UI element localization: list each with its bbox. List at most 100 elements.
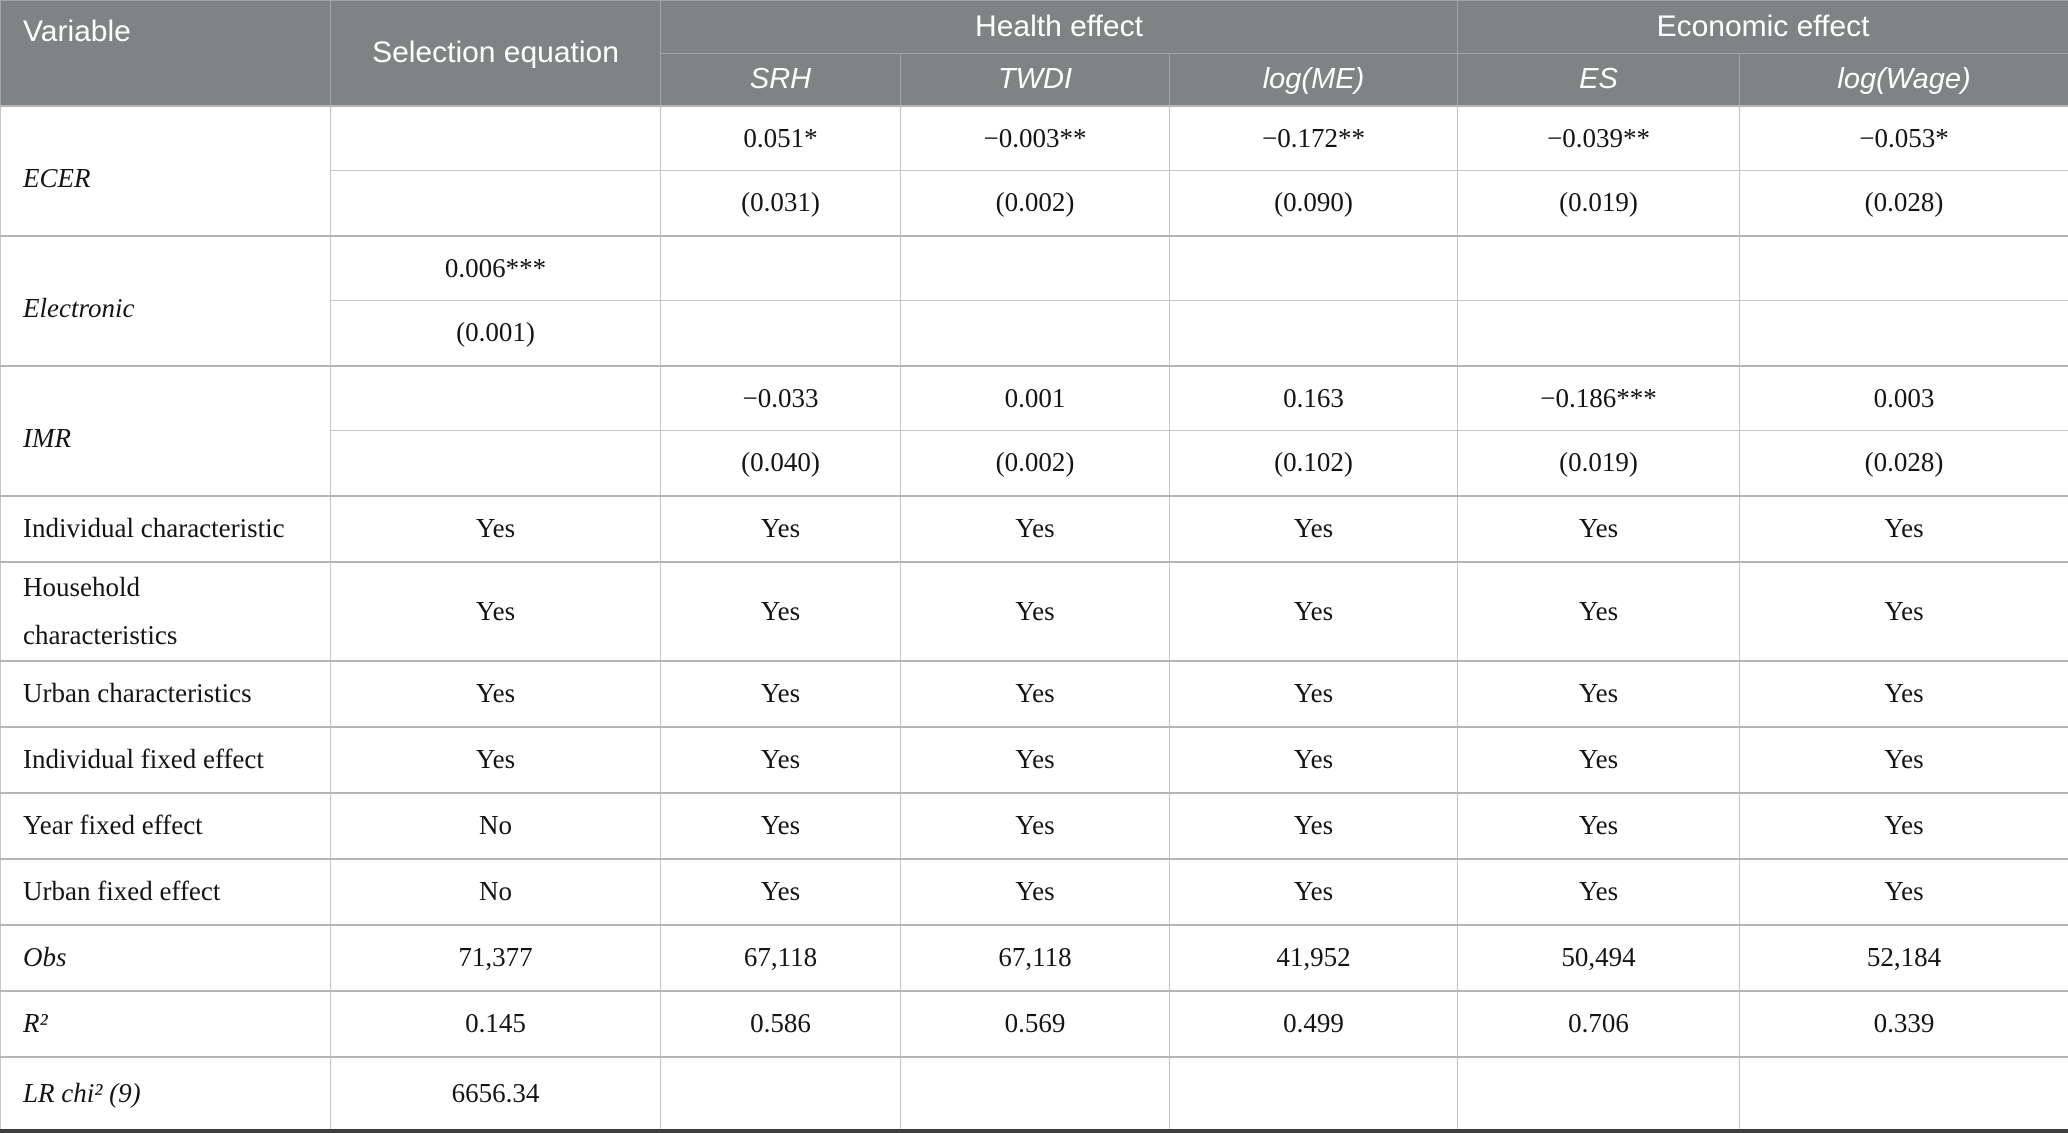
table-cell-se: (0.040)	[661, 431, 901, 496]
row-label-lr-chi2: LR chi² (9)	[1, 1057, 331, 1131]
row-electronic-coef: Electronic 0.006***	[1, 236, 2068, 301]
table-cell	[1458, 1057, 1740, 1131]
row-household-characteristics: Household characteristics Yes Yes Yes Ye…	[1, 562, 2068, 661]
row-label-ecer: ECER	[1, 106, 331, 236]
table-cell: 0.003	[1740, 366, 2068, 431]
column-header-variable: Variable	[1, 1, 331, 106]
table-cell: 50,494	[1458, 925, 1740, 991]
table-cell-se	[1740, 301, 2068, 366]
table-cell	[901, 236, 1170, 301]
table-cell	[1170, 236, 1458, 301]
table-cell: 0.569	[901, 991, 1170, 1057]
column-group-economic-effect: Economic effect	[1458, 1, 2068, 54]
table-header: Variable Selection equation Health effec…	[1, 1, 2068, 106]
table-cell-se: (0.019)	[1458, 431, 1740, 496]
table-cell-se	[1170, 301, 1458, 366]
table-cell: Yes	[661, 661, 901, 727]
row-lr-chi2: LR chi² (9) 6656.34	[1, 1057, 2068, 1131]
table-cell: 52,184	[1740, 925, 2068, 991]
table-cell: 0.006***	[331, 236, 661, 301]
table-cell: Yes	[661, 562, 901, 661]
table-cell: Yes	[1740, 562, 2068, 661]
table-cell-se: (0.031)	[661, 171, 901, 236]
table-cell: Yes	[901, 727, 1170, 793]
table-cell: 71,377	[331, 925, 661, 991]
column-header-srh: SRH	[661, 54, 901, 106]
table-cell-se: (0.028)	[1740, 171, 2068, 236]
table-cell: 0.339	[1740, 991, 2068, 1057]
table-cell: Yes	[661, 496, 901, 562]
table-cell-se: (0.002)	[901, 431, 1170, 496]
table-cell-se: (0.002)	[901, 171, 1170, 236]
row-label-year-fixed-effect: Year fixed effect	[1, 793, 331, 859]
table-cell	[661, 1057, 901, 1131]
table-cell: 0.163	[1170, 366, 1458, 431]
table-cell	[1170, 1057, 1458, 1131]
table-cell: Yes	[1170, 793, 1458, 859]
table-cell: 41,952	[1170, 925, 1458, 991]
table-cell: Yes	[901, 562, 1170, 661]
column-header-log-wage: log(Wage)	[1740, 54, 2068, 106]
table-cell: Yes	[1458, 859, 1740, 925]
table-cell: Yes	[901, 793, 1170, 859]
row-label-r-squared: R²	[1, 991, 331, 1057]
table-cell	[331, 106, 661, 171]
table-cell: Yes	[1170, 562, 1458, 661]
table-cell	[661, 236, 901, 301]
table-cell: 0.051*	[661, 106, 901, 171]
table-cell: No	[331, 793, 661, 859]
table-cell: Yes	[331, 727, 661, 793]
row-label-household-characteristics: Household characteristics	[1, 562, 331, 661]
table-cell-se: (0.028)	[1740, 431, 2068, 496]
row-label-urban-characteristics: Urban characteristics	[1, 661, 331, 727]
table-cell: Yes	[331, 496, 661, 562]
table-cell: −0.186***	[1458, 366, 1740, 431]
table-cell-se	[901, 301, 1170, 366]
row-label-urban-fixed-effect: Urban fixed effect	[1, 859, 331, 925]
table-cell: 0.001	[901, 366, 1170, 431]
table-cell-se: (0.019)	[1458, 171, 1740, 236]
table-cell: Yes	[1170, 859, 1458, 925]
row-urban-characteristics: Urban characteristics Yes Yes Yes Yes Ye…	[1, 661, 2068, 727]
table-cell: Yes	[1170, 727, 1458, 793]
row-individual-characteristic: Individual characteristic Yes Yes Yes Ye…	[1, 496, 2068, 562]
table-cell	[331, 366, 661, 431]
row-label-imr: IMR	[1, 366, 331, 496]
row-label-individual-fixed-effect: Individual fixed effect	[1, 727, 331, 793]
column-header-selection-equation: Selection equation	[331, 1, 661, 106]
table-cell-se	[661, 301, 901, 366]
table-cell: Yes	[331, 661, 661, 727]
row-label-obs: Obs	[1, 925, 331, 991]
table-cell: −0.039**	[1458, 106, 1740, 171]
table-cell: Yes	[901, 859, 1170, 925]
column-group-health-effect: Health effect	[661, 1, 1458, 54]
table-cell-se: (0.001)	[331, 301, 661, 366]
header-group-row: Variable Selection equation Health effec…	[1, 1, 2068, 54]
table-cell: Yes	[901, 496, 1170, 562]
table-cell: Yes	[661, 859, 901, 925]
row-ecer-coef: ECER 0.051* −0.003** −0.172** −0.039** −…	[1, 106, 2068, 171]
row-individual-fixed-effect: Individual fixed effect Yes Yes Yes Yes …	[1, 727, 2068, 793]
table-cell: Yes	[1740, 496, 2068, 562]
table-cell: −0.172**	[1170, 106, 1458, 171]
table-cell-se	[331, 431, 661, 496]
table-cell: Yes	[1170, 661, 1458, 727]
table-cell: 0.706	[1458, 991, 1740, 1057]
table-cell: Yes	[1740, 727, 2068, 793]
table-cell	[901, 1057, 1170, 1131]
table-cell: Yes	[1458, 793, 1740, 859]
table-cell: −0.053*	[1740, 106, 2068, 171]
table-cell: Yes	[1740, 661, 2068, 727]
table-body: ECER 0.051* −0.003** −0.172** −0.039** −…	[1, 106, 2068, 1131]
column-header-log-me: log(ME)	[1170, 54, 1458, 106]
table-cell: 6656.34	[331, 1057, 661, 1131]
table-cell: 0.586	[661, 991, 901, 1057]
column-header-es: ES	[1458, 54, 1740, 106]
table-cell: Yes	[1458, 496, 1740, 562]
row-urban-fixed-effect: Urban fixed effect No Yes Yes Yes Yes Ye…	[1, 859, 2068, 925]
table-cell: Yes	[661, 727, 901, 793]
table-cell: 0.145	[331, 991, 661, 1057]
row-label-electronic: Electronic	[1, 236, 331, 366]
table-cell-se	[1458, 301, 1740, 366]
